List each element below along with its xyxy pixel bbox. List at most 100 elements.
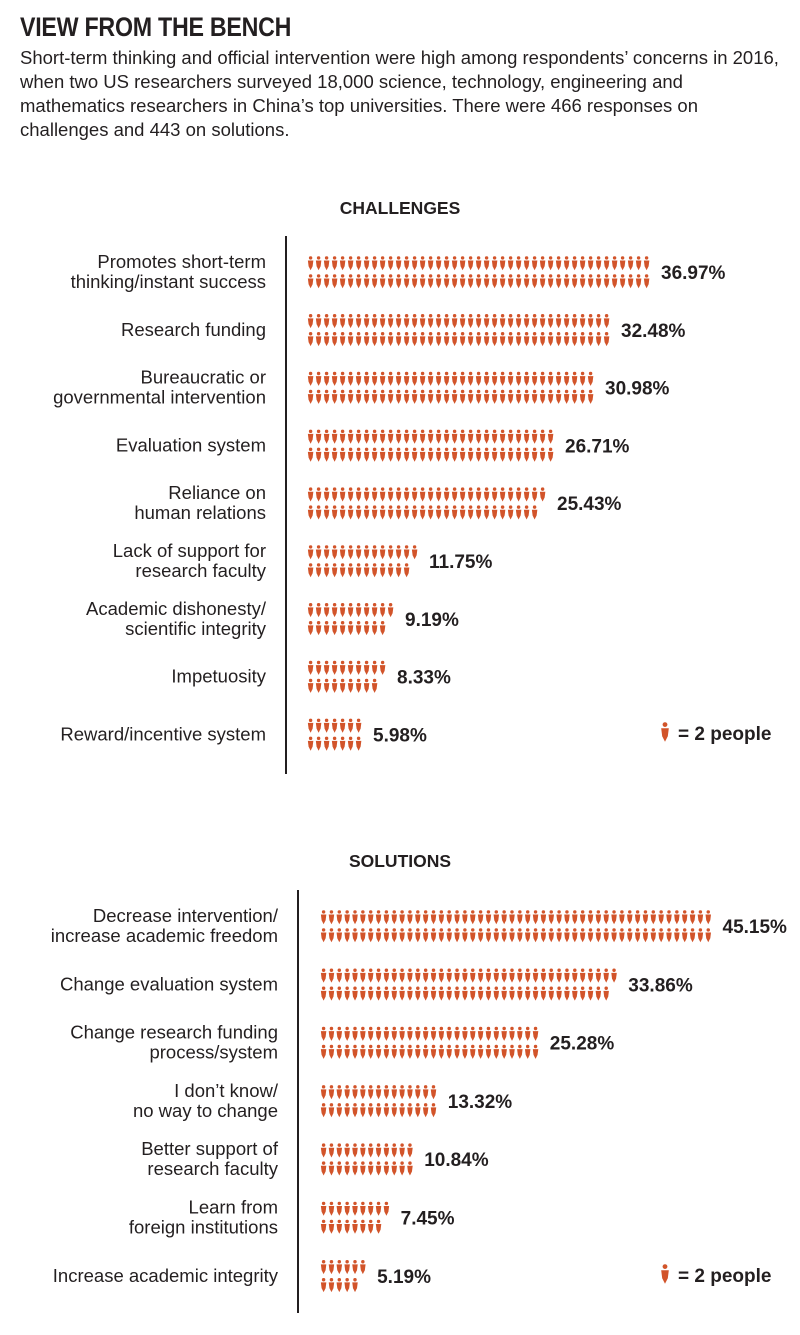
person-icon bbox=[524, 1044, 531, 1059]
person-icon bbox=[555, 256, 562, 271]
person-icon bbox=[419, 487, 426, 502]
person-icon bbox=[360, 968, 366, 983]
person-icon bbox=[515, 389, 522, 404]
person-icon bbox=[355, 718, 362, 733]
person-icon bbox=[320, 1259, 327, 1275]
person-icon bbox=[563, 331, 570, 347]
challenges-icon-bar bbox=[307, 256, 650, 289]
person-icon bbox=[539, 487, 546, 502]
person-icon bbox=[328, 1044, 335, 1059]
person-icon bbox=[363, 505, 370, 520]
person-icon bbox=[611, 274, 618, 289]
person-icon bbox=[627, 910, 633, 925]
person-icon bbox=[443, 256, 450, 271]
person-icon bbox=[467, 389, 474, 404]
person-icon bbox=[650, 928, 657, 943]
person-icon bbox=[422, 1085, 429, 1100]
person-icon bbox=[328, 1103, 335, 1118]
person-icon bbox=[415, 968, 421, 983]
person-icon bbox=[344, 1085, 350, 1100]
chart-subtitle: Short-term thinking and official interve… bbox=[20, 47, 779, 140]
person-icon bbox=[459, 274, 466, 289]
person-icon bbox=[363, 678, 370, 693]
person-icon bbox=[539, 313, 546, 329]
person-icon bbox=[491, 371, 498, 386]
person-icon bbox=[355, 429, 362, 444]
person-icon bbox=[563, 371, 570, 386]
person-icon bbox=[323, 256, 330, 271]
person-icon bbox=[555, 274, 562, 289]
person-icon bbox=[515, 256, 522, 271]
person-icon bbox=[315, 563, 322, 578]
person-icon bbox=[307, 447, 314, 462]
solutions-value-label: 7.45% bbox=[401, 1209, 455, 1230]
person-icon bbox=[499, 371, 506, 386]
person-icon bbox=[451, 256, 458, 271]
person-icon bbox=[467, 505, 474, 520]
person-icon bbox=[451, 313, 458, 329]
person-icon bbox=[491, 331, 498, 347]
person-icon bbox=[509, 968, 515, 983]
person-icon bbox=[430, 986, 437, 1001]
person-icon bbox=[395, 545, 402, 560]
person-icon bbox=[419, 429, 426, 444]
person-icon bbox=[501, 1044, 507, 1059]
person-icon bbox=[459, 429, 466, 444]
challenges-category-label: scientific integrity bbox=[125, 618, 267, 639]
person-icon bbox=[611, 910, 617, 925]
challenges-icon-bar bbox=[307, 371, 594, 404]
person-icon bbox=[415, 1044, 421, 1059]
person-icon bbox=[347, 545, 354, 560]
person-icon bbox=[532, 1026, 539, 1041]
person-icon bbox=[320, 1143, 327, 1158]
person-icon bbox=[339, 256, 346, 271]
person-icon bbox=[367, 968, 374, 983]
person-icon bbox=[509, 986, 515, 1001]
person-icon bbox=[517, 968, 523, 983]
person-icon bbox=[493, 968, 500, 983]
person-icon bbox=[443, 389, 450, 404]
person-icon bbox=[462, 1026, 468, 1041]
person-icon bbox=[339, 429, 346, 444]
person-icon bbox=[451, 371, 458, 386]
person-icon bbox=[315, 718, 322, 733]
person-icon bbox=[454, 928, 460, 943]
legend-person-icon bbox=[661, 1264, 669, 1284]
person-icon bbox=[336, 1143, 343, 1158]
person-icon bbox=[454, 1044, 460, 1059]
person-icon bbox=[470, 986, 476, 1001]
person-icon bbox=[531, 429, 538, 444]
person-icon bbox=[403, 256, 410, 271]
person-icon bbox=[315, 620, 322, 636]
person-icon bbox=[339, 371, 346, 386]
person-icon bbox=[403, 331, 410, 347]
person-icon bbox=[355, 620, 362, 636]
person-icon bbox=[395, 389, 402, 404]
person-icon bbox=[355, 678, 362, 693]
person-icon bbox=[531, 389, 538, 404]
person-icon bbox=[320, 968, 327, 983]
challenges-icon-bar bbox=[307, 660, 386, 693]
person-icon bbox=[579, 910, 586, 925]
person-icon bbox=[572, 986, 578, 1001]
person-icon bbox=[540, 986, 547, 1001]
challenges-value-label: 25.43% bbox=[557, 494, 622, 515]
person-icon bbox=[587, 371, 594, 386]
person-icon bbox=[307, 736, 314, 751]
person-icon bbox=[339, 313, 346, 329]
person-icon bbox=[379, 505, 386, 520]
person-icon bbox=[371, 313, 378, 329]
person-icon bbox=[344, 986, 350, 1001]
person-icon bbox=[430, 1085, 437, 1100]
person-icon bbox=[532, 968, 539, 983]
person-icon bbox=[403, 505, 410, 520]
person-icon bbox=[595, 968, 602, 983]
person-icon bbox=[419, 505, 426, 520]
person-icon bbox=[360, 1044, 366, 1059]
person-icon bbox=[531, 274, 538, 289]
person-icon bbox=[344, 1143, 350, 1158]
person-icon bbox=[375, 1085, 382, 1100]
solutions-icon-bar bbox=[320, 910, 711, 943]
person-icon bbox=[407, 910, 413, 925]
person-icon bbox=[355, 505, 362, 520]
